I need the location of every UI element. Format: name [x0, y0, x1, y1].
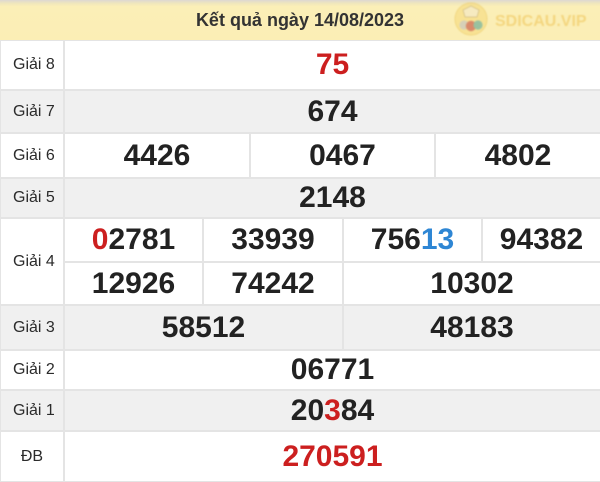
- svg-text:SDICAU.VIP: SDICAU.VIP: [495, 13, 587, 30]
